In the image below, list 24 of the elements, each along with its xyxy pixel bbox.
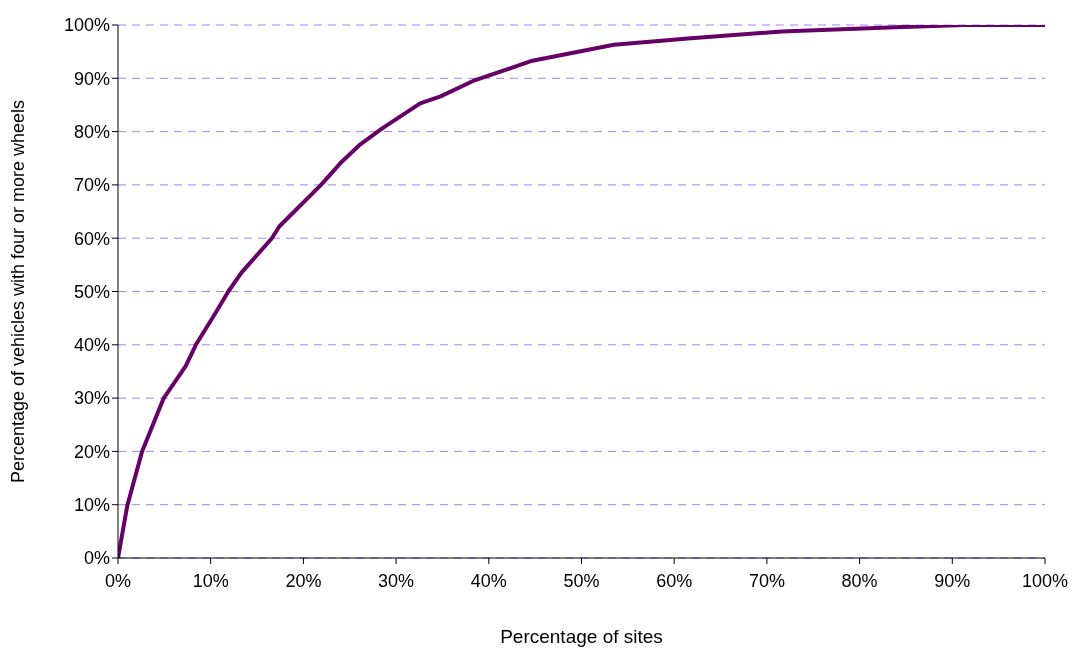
- y-axis-title: Percentage of vehicles with four or more wheels: [8, 99, 29, 484]
- x-tick-label: 30%: [378, 570, 415, 591]
- y-tick-label: 80%: [73, 121, 110, 142]
- x-tick-label: 60%: [656, 570, 693, 591]
- x-tick-label: 90%: [934, 570, 971, 591]
- y-tick-label: 10%: [73, 495, 110, 516]
- y-tick-label: 20%: [73, 441, 110, 462]
- y-tick-label: 30%: [73, 388, 110, 409]
- x-tick-label: 70%: [748, 570, 785, 591]
- y-tick-label: 70%: [73, 175, 110, 196]
- y-tick-label: 50%: [73, 281, 110, 302]
- x-tick-label: 0%: [104, 570, 132, 591]
- x-tick-label: 100%: [1021, 570, 1069, 591]
- x-tick-label: 40%: [470, 570, 507, 591]
- x-tick-label: 50%: [563, 570, 600, 591]
- x-tick-label: 20%: [285, 570, 322, 591]
- x-tick-label: 10%: [192, 570, 229, 591]
- x-axis-title: Percentage of sites: [500, 626, 663, 647]
- x-tick-label: 80%: [841, 570, 878, 591]
- y-tick-label: 90%: [73, 68, 110, 89]
- y-tick-label: 100%: [63, 15, 110, 36]
- y-tick-label: 0%: [83, 548, 110, 569]
- y-tick-label: 60%: [73, 228, 110, 249]
- y-tick-label: 40%: [73, 335, 110, 356]
